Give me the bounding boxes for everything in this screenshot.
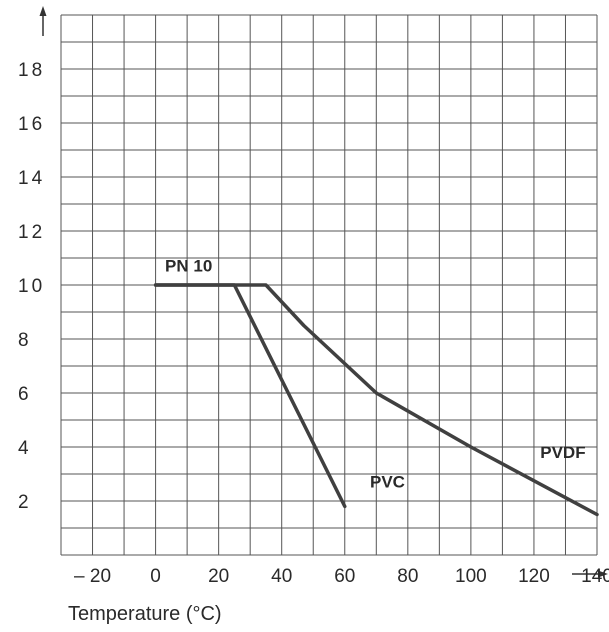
x-tick-label: 0 (150, 566, 161, 587)
y-tick-label: 16 (18, 114, 45, 135)
x-tick-label: 120 (518, 566, 550, 587)
x-axis-arrowhead (598, 570, 608, 578)
y-tick-label: 6 (18, 384, 32, 405)
y-tick-label: 2 (18, 492, 32, 513)
axes (39, 6, 608, 578)
y-tick-label: 4 (18, 438, 32, 459)
y-tick-label: 12 (18, 222, 45, 243)
series-label-pvc: PVC (370, 473, 405, 492)
x-tick-label: 20 (208, 566, 229, 587)
x-tick-label: 100 (455, 566, 487, 587)
series-lines (153, 283, 599, 517)
x-tick-label: 140 (581, 566, 609, 587)
x-axis-label: Temperature (°C) (68, 603, 222, 625)
y-axis-arrowhead (39, 6, 47, 16)
y-tick-label: 14 (18, 168, 45, 189)
series-label-pvdf: PVDF (540, 443, 585, 462)
y-tick-label: 18 (18, 60, 45, 81)
series-labels: PVC PVDF PN 10 (165, 257, 586, 492)
x-tick-label: 80 (397, 566, 418, 587)
x-tick-label: 60 (334, 566, 355, 587)
x-tick-label: – 20 (74, 566, 111, 587)
series-line-pvdf (153, 283, 599, 517)
grid-lines (60, 14, 598, 556)
x-tick-label: 40 (271, 566, 292, 587)
y-tick-label: 10 (18, 276, 45, 297)
y-tick-label: 8 (18, 330, 32, 351)
tick-labels: 2 4 6 8 10 12 14 16 18 – 20 0 20 40 60 80 100 120 140 (18, 60, 609, 587)
annotation-pn-10: PN 10 (165, 257, 212, 276)
